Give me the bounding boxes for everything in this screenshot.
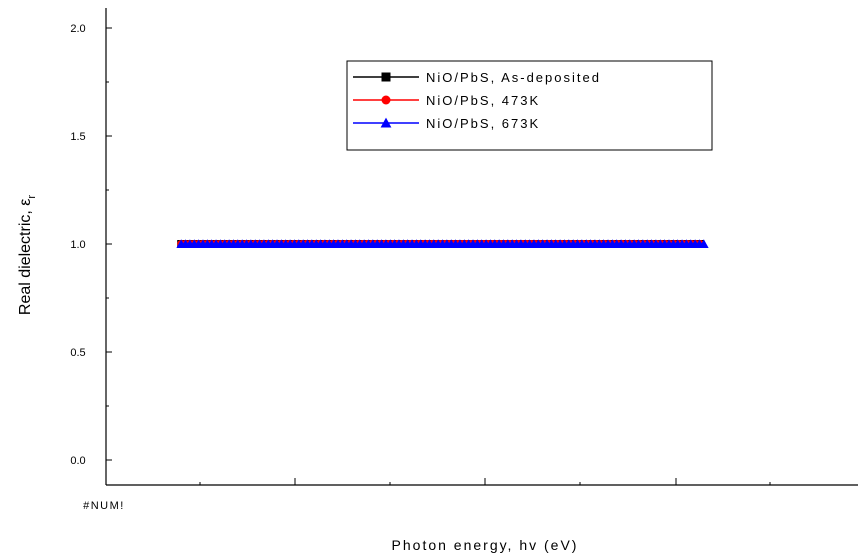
y-axis-label: Real dielectric, εr [17,195,38,316]
x-axis-label: Photon energy, hv (eV) [392,537,579,553]
legend-marker [381,95,391,105]
legend-label: NiO/PbS, 673K [426,116,540,131]
series-2 [176,239,709,248]
y-tick-label: 2.0 [70,23,85,35]
plot-area [176,239,709,248]
y-axis-label-main: Real dielectric, ε [17,199,34,316]
legend-item: NiO/PbS, 673K [353,116,540,131]
legend-label: NiO/PbS, As-deposited [426,70,601,85]
axes: 0.0 0.5 1.0 1.5 2.0 #NUM! [70,8,858,512]
legend-item: NiO/PbS, As-deposited [353,70,601,85]
x-tick-label: #NUM! [83,500,125,512]
legend-item: NiO/PbS, 473K [353,93,540,108]
y-axis-label-subscript: r [26,195,38,199]
legend-box [346,60,713,151]
legend: NiO/PbS, As-deposited NiO/PbS, 473K NiO/Pb… [346,60,713,151]
legend-label: NiO/PbS, 473K [426,93,540,108]
y-tick-label: 1.5 [70,131,85,143]
data-point [699,239,709,248]
legend-marker [380,117,392,128]
y-tick-label: 0.5 [70,347,85,359]
y-tick-label: 0.0 [70,455,85,467]
y-tick-label: 1.0 [70,239,85,251]
legend-marker [381,72,391,82]
